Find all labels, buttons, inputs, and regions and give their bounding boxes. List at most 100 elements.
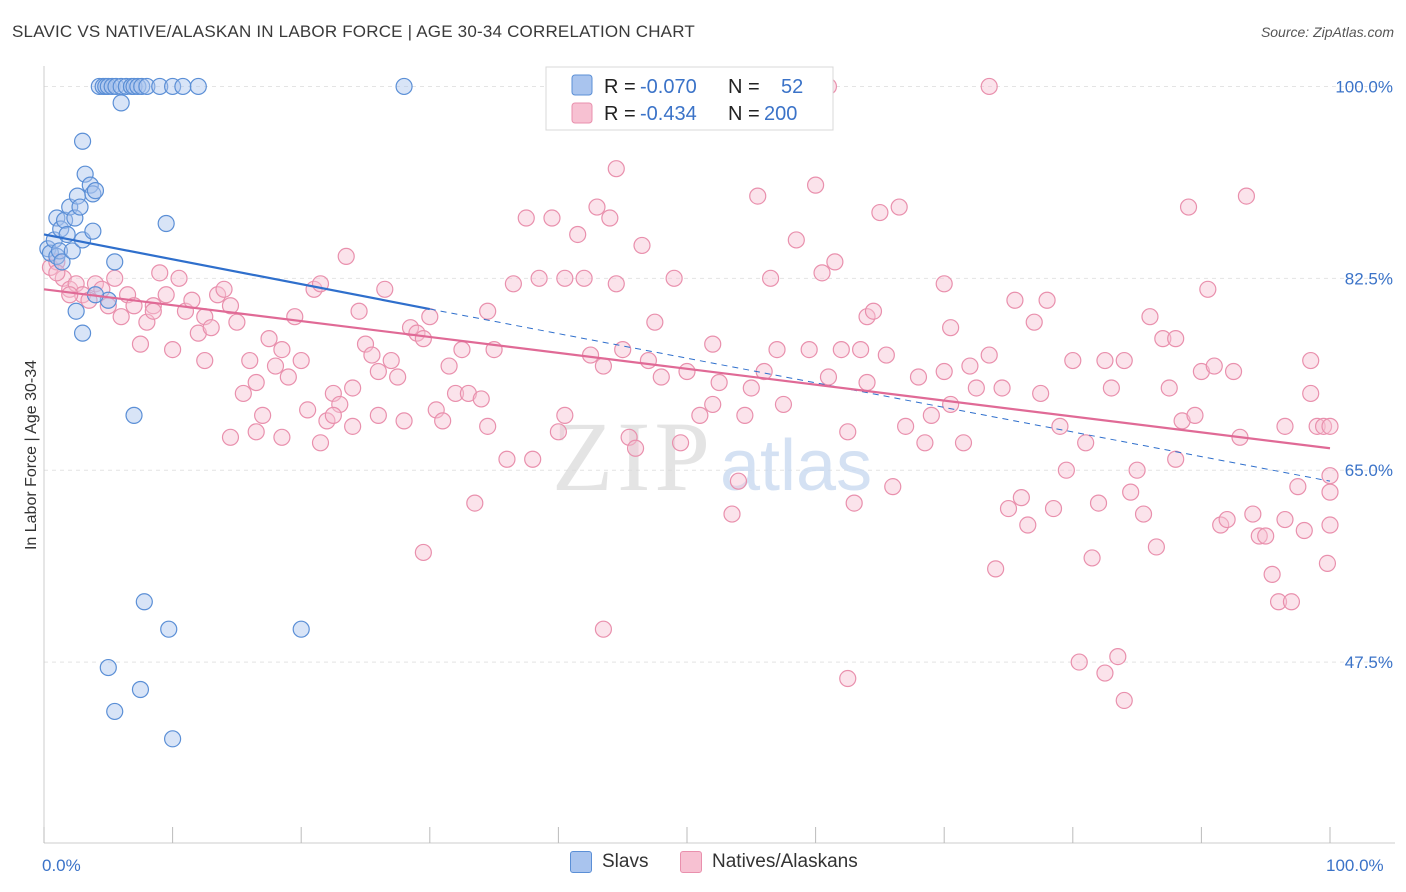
- legend-item-natives: Natives/Alaskans: [680, 851, 858, 873]
- natives-point: [1276, 510, 1294, 529]
- natives-point: [980, 77, 998, 96]
- slavs-point: [73, 132, 92, 150]
- slavs-point: [63, 242, 81, 260]
- slavs-point: [131, 680, 150, 699]
- natives-point: [723, 505, 741, 523]
- natives-point: [858, 373, 876, 392]
- natives-point: [1224, 362, 1243, 381]
- natives-point: [1141, 308, 1159, 326]
- natives-point: [228, 313, 246, 331]
- natives-point: [479, 302, 497, 320]
- natives-point: [607, 275, 625, 293]
- natives-point: [884, 478, 902, 496]
- natives-point: [967, 379, 985, 397]
- y-axis-title: In Labor Force | Age 30-34: [23, 360, 40, 550]
- slavs-point: [71, 198, 89, 216]
- natives-point: [414, 330, 432, 348]
- natives-point: [1167, 330, 1185, 348]
- natives-point: [646, 313, 664, 331]
- natives-point: [1038, 291, 1056, 309]
- natives-point: [1250, 527, 1268, 545]
- natives-point: [324, 384, 342, 403]
- natives-point: [1218, 510, 1236, 529]
- natives-point: [1289, 478, 1307, 496]
- slavs-point: [50, 242, 69, 260]
- natives-point: [1089, 494, 1108, 512]
- natives-point: [273, 340, 291, 359]
- natives-alaskans-points: [41, 77, 1339, 710]
- natives-point: [710, 373, 728, 392]
- slavs-trend-line: [43, 233, 431, 311]
- natives-point: [1321, 483, 1339, 501]
- natives-point: [131, 335, 150, 353]
- natives-point: [1134, 505, 1153, 523]
- natives-point: [556, 269, 574, 287]
- natives-point: [157, 286, 175, 304]
- y-tick-label: 100.0%: [1335, 77, 1393, 96]
- natives-point: [749, 187, 767, 205]
- x-tick-max: 100.0%: [1326, 856, 1384, 875]
- y-tick-labels: 100.0% 82.5% 65.0% 47.5%: [1335, 77, 1393, 672]
- slavs-point: [67, 302, 85, 320]
- natives-point: [1051, 417, 1069, 435]
- natives-point: [356, 335, 375, 353]
- natives-point: [620, 428, 638, 446]
- natives-point: [922, 406, 940, 424]
- legend-r-value-2: -0.434: [640, 103, 697, 125]
- slavs-point: [125, 406, 143, 424]
- natives-point: [266, 357, 285, 375]
- natives-point: [215, 280, 233, 298]
- natives-point: [626, 439, 645, 457]
- natives-point: [607, 160, 625, 178]
- natives-point: [260, 330, 278, 348]
- natives-point: [459, 384, 477, 403]
- natives-point: [1012, 489, 1030, 507]
- natives-point: [787, 231, 805, 249]
- natives-point: [614, 340, 632, 359]
- natives-point: [736, 406, 754, 424]
- legend-n-label-2: N =: [728, 103, 760, 125]
- natives-point: [1237, 187, 1256, 205]
- natives-point: [472, 390, 490, 408]
- natives-point: [234, 384, 252, 403]
- natives-point: [1115, 691, 1133, 710]
- natives-point: [164, 340, 182, 359]
- natives-point: [877, 346, 895, 364]
- natives-point: [742, 379, 760, 397]
- natives-point: [1167, 450, 1185, 468]
- natives-point: [344, 379, 362, 397]
- natives-swatch: [680, 851, 702, 873]
- natives-point: [871, 203, 889, 222]
- natives-point: [942, 395, 960, 414]
- slavs-point: [189, 77, 207, 96]
- natives-point: [106, 269, 124, 287]
- natives-point: [569, 225, 587, 244]
- natives-point: [1096, 664, 1114, 682]
- natives-point: [909, 368, 928, 386]
- slavs-point: [86, 182, 105, 200]
- natives-point: [806, 176, 825, 194]
- natives-point: [1006, 291, 1024, 309]
- slavs-point: [129, 77, 147, 96]
- natives-point: [421, 308, 439, 326]
- source-label: Source: ZipAtlas.com: [1260, 24, 1394, 40]
- y-tick-label: 47.5%: [1345, 653, 1393, 672]
- natives-point: [189, 324, 207, 342]
- natives-point: [1302, 351, 1320, 370]
- natives-point: [556, 406, 574, 424]
- natives-point: [1314, 417, 1333, 435]
- natives-point: [530, 269, 548, 287]
- legend-r-value-1: -0.070: [640, 76, 697, 98]
- natives-point: [819, 368, 838, 386]
- slavs-point: [90, 77, 108, 96]
- natives-point: [549, 423, 568, 441]
- natives-point: [517, 209, 535, 227]
- zipatlas-watermark: ZIP atlas: [552, 401, 872, 512]
- natives-point: [916, 434, 934, 452]
- watermark-zip: ZIP: [552, 401, 714, 512]
- natives-point: [395, 412, 413, 430]
- correlation-legend: R = -0.070 N = 52 R = -0.434 N = 200: [545, 66, 834, 131]
- natives-point: [691, 406, 709, 424]
- natives-point: [221, 297, 240, 315]
